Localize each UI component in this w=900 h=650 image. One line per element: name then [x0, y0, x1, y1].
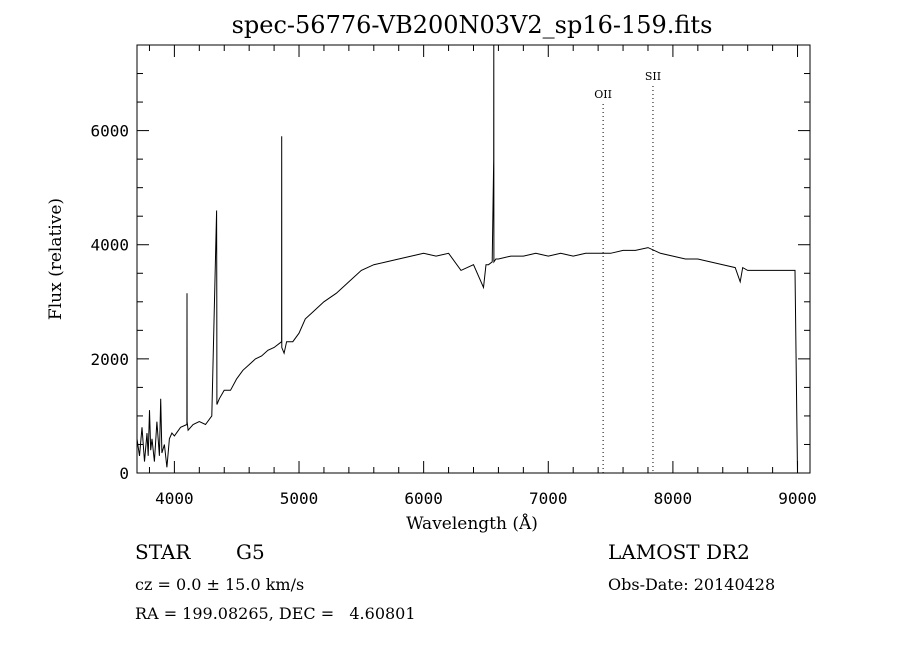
chart-title: spec-56776-VB200N03V2_sp16-159.fits — [232, 11, 713, 39]
x-tick-label: 4000 — [155, 489, 194, 508]
x-tick-label: 6000 — [404, 489, 443, 508]
y-tick-label: 6000 — [90, 122, 129, 141]
x-tick-label: 8000 — [654, 489, 693, 508]
axis-ticks: 4000 5000 6000 7000 8000 9000 0 2000 4000 6000 — [90, 44, 817, 508]
annotation-label: OII — [594, 88, 612, 101]
y-axis-label: Flux (relative) — [46, 198, 66, 320]
obs-date-text: Obs-Date: 20140428 — [608, 575, 776, 594]
object-class: STAR — [135, 540, 191, 564]
survey-label: LAMOST DR2 — [608, 540, 750, 564]
spectrum-line — [136, 44, 798, 474]
coordinates-text: RA = 199.08265, DEC = 4.60801 — [135, 604, 416, 623]
plot-frame — [136, 44, 811, 474]
object-subclass: G5 — [236, 540, 265, 564]
y-tick-label: 4000 — [90, 236, 129, 255]
y-tick-label: 0 — [119, 464, 129, 483]
y-tick-label: 2000 — [90, 350, 129, 369]
line-annotations: OII SII — [594, 70, 661, 473]
x-tick-label: 7000 — [529, 489, 568, 508]
x-tick-label: 5000 — [280, 489, 319, 508]
annotation-label: SII — [645, 70, 661, 83]
redshift-text: cz = 0.0 ± 15.0 km/s — [135, 575, 305, 594]
x-tick-label: 9000 — [778, 489, 817, 508]
x-axis-label: Wavelength (Å) — [406, 513, 538, 534]
